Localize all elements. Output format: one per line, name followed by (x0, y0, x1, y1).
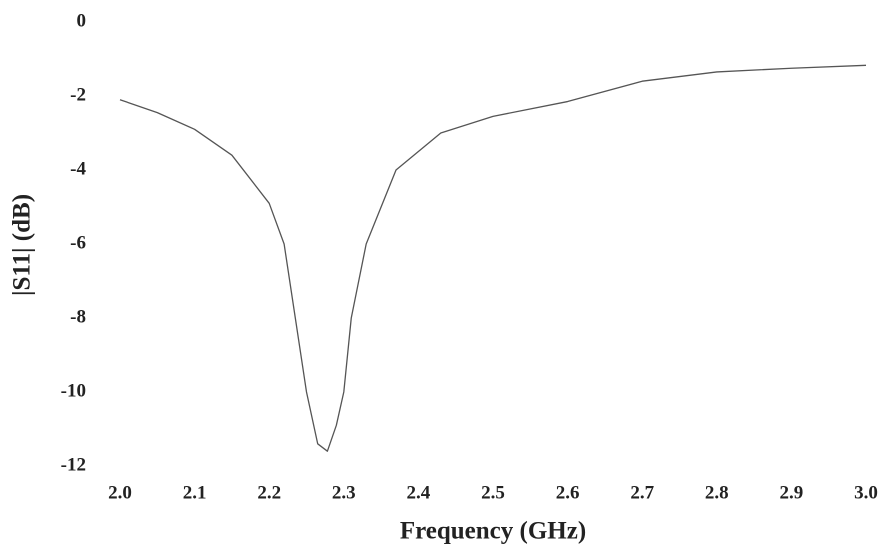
y-tick-label: -6 (70, 232, 86, 253)
y-axis-title: |S11| (dB) (9, 194, 36, 296)
y-tick-label: -2 (70, 84, 86, 105)
x-tick-label: 2.4 (407, 482, 431, 503)
y-tick-label: -10 (61, 380, 86, 401)
x-tick-label: 2.5 (481, 482, 505, 503)
x-tick-label: 2.9 (780, 482, 804, 503)
y-tick-label: -8 (70, 306, 86, 327)
y-tick-label: 0 (77, 10, 87, 31)
x-tick-label: 2.1 (183, 482, 207, 503)
y-tick-label: -4 (70, 158, 86, 179)
x-tick-label: 2.3 (332, 482, 356, 503)
data-line (119, 64, 867, 452)
x-tick-label: 2.6 (556, 482, 580, 503)
x-axis-title: Frequency (GHz) (400, 518, 586, 545)
y-tick-label: -12 (61, 454, 86, 475)
x-tick-label: 2.7 (630, 482, 654, 503)
x-tick-label: 2.2 (257, 482, 281, 503)
x-tick-label: 2.8 (705, 482, 729, 503)
x-tick-label: 2.0 (108, 482, 132, 503)
x-tick-label: 3.0 (854, 482, 878, 503)
